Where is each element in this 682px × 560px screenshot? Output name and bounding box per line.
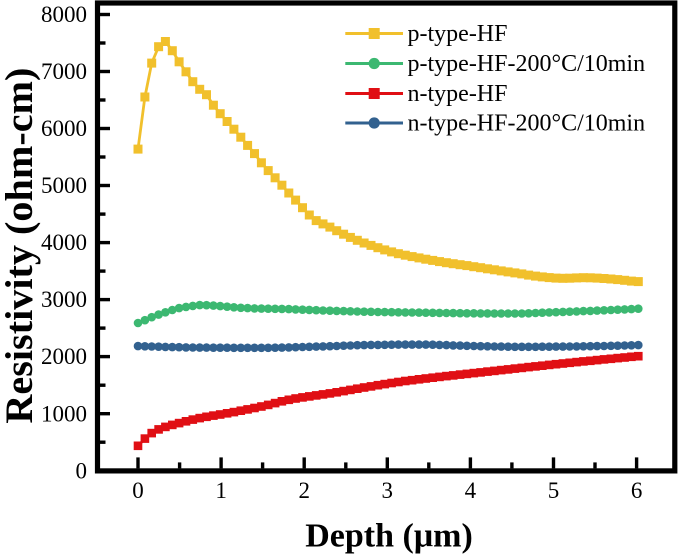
svg-text:1000: 1000	[41, 401, 87, 426]
svg-text:3: 3	[382, 478, 394, 503]
svg-text:p-type-HF-200°C/10min: p-type-HF-200°C/10min	[408, 51, 646, 77]
svg-text:4: 4	[465, 478, 477, 503]
svg-text:2: 2	[298, 478, 310, 503]
svg-text:Resistivity (ohm-cm): Resistivity (ohm-cm)	[0, 68, 41, 424]
svg-text:n-type-HF-200°C/10min: n-type-HF-200°C/10min	[408, 111, 646, 137]
svg-text:Depth (μm): Depth (μm)	[305, 518, 473, 555]
svg-text:3000: 3000	[41, 287, 87, 312]
svg-text:n-type-HF: n-type-HF	[408, 81, 508, 107]
svg-text:p-type-HF: p-type-HF	[408, 21, 508, 47]
svg-text:5: 5	[548, 478, 560, 503]
svg-text:5000: 5000	[41, 173, 87, 198]
svg-text:0: 0	[132, 478, 144, 503]
svg-text:0: 0	[76, 458, 88, 483]
svg-text:6: 6	[631, 478, 643, 503]
svg-text:4000: 4000	[41, 230, 87, 255]
svg-text:1: 1	[215, 478, 227, 503]
svg-text:6000: 6000	[41, 116, 87, 141]
svg-text:2000: 2000	[41, 344, 87, 369]
svg-text:8000: 8000	[41, 2, 87, 27]
svg-text:7000: 7000	[41, 59, 87, 84]
